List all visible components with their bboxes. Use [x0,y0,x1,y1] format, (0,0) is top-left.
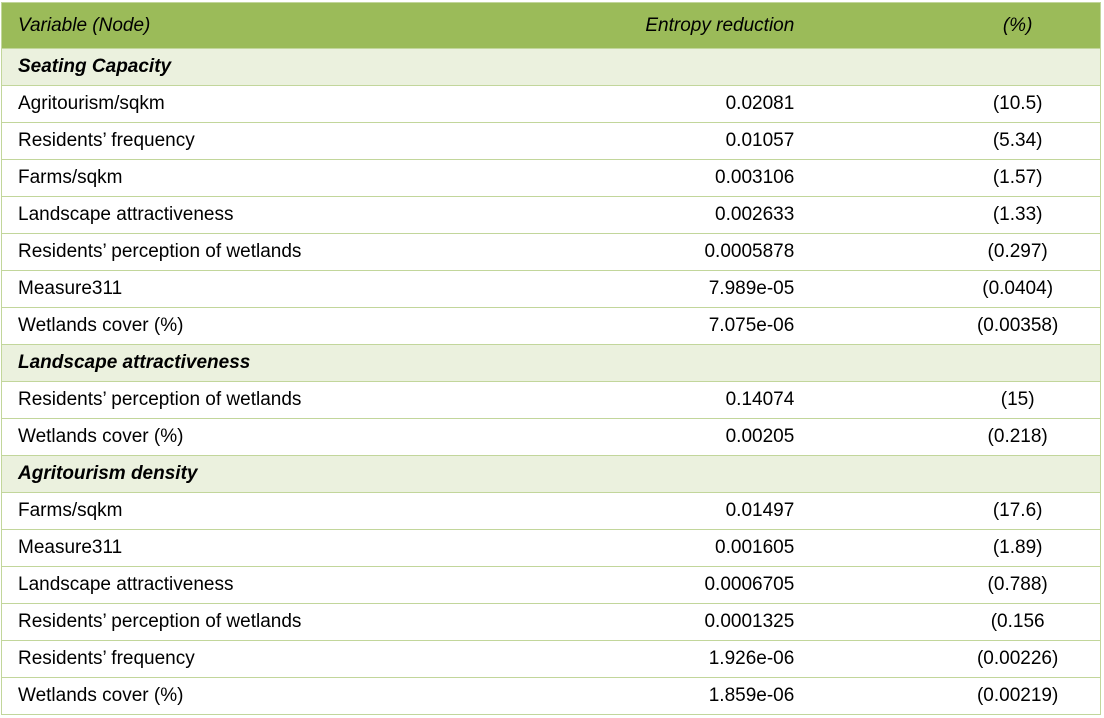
percent-cell: (1.89) [992,537,1043,558]
variable-cell: Farms/sqkm [18,500,123,521]
variable-cell: Residents’ perception of wetlands [18,241,302,262]
entropy-cell: 0.002633 [715,204,795,225]
variable-cell: Residents’ frequency [18,130,195,151]
section-title: Landscape attractiveness [18,352,251,373]
percent-cell: (5.34) [992,130,1043,151]
entropy-cell: 0.003106 [715,167,795,188]
percent-cell: (10.5) [992,93,1043,114]
variable-cell: Residents’ perception of wetlands [18,611,302,632]
entropy-cell: 1.926e-06 [708,648,795,669]
entropy-cell: 0.00205 [725,426,795,447]
variable-cell: Residents’ frequency [18,648,195,669]
table-row: Landscape attractiveness 0.002633 (1.33) [1,197,1101,234]
section-title: Seating Capacity [18,56,172,77]
entropy-cell: 0.0006705 [704,574,795,595]
entropy-cell: 0.02081 [725,93,795,114]
percent-cell: (15) [1000,389,1035,410]
entropy-cell: 0.14074 [725,389,795,410]
header-percent: (%) [1002,14,1033,36]
percent-cell: (17.6) [992,500,1043,521]
variable-cell: Landscape attractiveness [18,574,234,595]
variable-cell: Residents’ perception of wetlands [18,389,302,410]
percent-cell: (0.00219) [976,685,1059,706]
percent-cell: (0.156 [990,611,1045,632]
table-row: Residents’ frequency 1.926e-06 (0.00226) [1,641,1101,678]
entropy-cell: 0.01057 [725,130,795,151]
section-row: Agritourism density [1,455,1101,493]
table-row: Wetlands cover (%) 0.00205 (0.218) [1,419,1101,456]
entropy-cell: 0.001605 [715,537,795,558]
percent-cell: (1.57) [992,167,1043,188]
percent-cell: (0.788) [987,574,1048,595]
table-row: Residents’ perception of wetlands 0.00013… [1,604,1101,641]
percent-cell: (0.297) [987,241,1048,262]
variable-cell: Agritourism/sqkm [18,93,165,114]
entropy-cell: 0.01497 [725,500,795,521]
variable-cell: Landscape attractiveness [18,204,234,225]
percent-cell: (0.0404) [982,278,1054,299]
entropy-cell: 1.859e-06 [708,685,795,706]
entropy-cell: 7.075e-06 [708,315,795,336]
section-row: Landscape attractiveness [1,344,1101,382]
percent-cell: (1.33) [992,204,1043,225]
percent-cell: (0.218) [987,426,1048,447]
table-row: Farms/sqkm 0.003106 (1.57) [1,160,1101,197]
table-row: Wetlands cover (%) 1.859e-06 (0.00219) [1,678,1101,715]
table-row: Measure311 0.001605 (1.89) [1,530,1101,567]
table-row: Measure311 7.989e-05 (0.0404) [1,271,1101,308]
table-row: Wetlands cover (%) 7.075e-06 (0.00358) [1,308,1101,345]
table-row: Residents’ perception of wetlands 0.00058… [1,234,1101,271]
section-row: Seating Capacity [1,48,1101,86]
variable-cell: Wetlands cover (%) [18,685,184,706]
section-title: Agritourism density [18,463,198,484]
header-variable: Variable (Node) [18,14,151,36]
table-header-row: Variable (Node) Entropy reduction (%) [1,2,1101,49]
percent-cell: (0.00226) [976,648,1059,669]
variable-cell: Wetlands cover (%) [18,315,184,336]
entropy-cell: 0.0001325 [704,611,795,632]
table-row: Landscape attractiveness 0.0006705 (0.788) [1,567,1101,604]
variable-cell: Farms/sqkm [18,167,123,188]
variable-cell: Measure311 [18,537,123,558]
table-row: Farms/sqkm 0.01497 (17.6) [1,493,1101,530]
percent-cell: (0.00358) [976,315,1059,336]
variable-cell: Wetlands cover (%) [18,426,184,447]
table-row: Agritourism/sqkm 0.02081 (10.5) [1,86,1101,123]
entropy-cell: 7.989e-05 [708,278,795,299]
table-row: Residents’ frequency 0.01057 (5.34) [1,123,1101,160]
header-entropy: Entropy reduction [645,14,795,36]
variable-cell: Measure311 [18,278,123,299]
entropy-cell: 0.0005878 [704,241,795,262]
table-row: Residents’ perception of wetlands 0.14074… [1,382,1101,419]
